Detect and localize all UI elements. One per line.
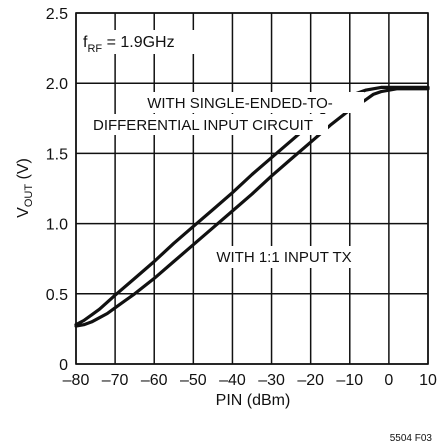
x-tick-label: –30 — [258, 372, 285, 389]
y-axis-label-sub: OUT — [23, 184, 35, 208]
frequency-sub: RF — [87, 43, 102, 55]
lower-label-bg — [206, 246, 362, 268]
frequency-main: f — [83, 34, 88, 51]
plot-frame — [75, 12, 429, 365]
x-axis-label: PIN (dBm) — [216, 392, 291, 409]
grid-lines — [75, 12, 429, 365]
y-tick-label: 0 — [59, 357, 68, 374]
x-tick-label: –80 — [63, 372, 90, 389]
x-tick-label: 10 — [419, 372, 437, 389]
upper-label-line-2: DIFFERENTIAL INPUT CIRCUIT — [93, 117, 313, 134]
y-tick-label: 1.5 — [46, 146, 68, 163]
y-tick-label: 2.0 — [46, 76, 68, 93]
frequency-annotation: fRF = 1.9GHz — [83, 34, 175, 55]
x-tick-label: –50 — [180, 372, 207, 389]
series-line-2 — [74, 87, 430, 328]
y-tick-label: 1.0 — [46, 217, 68, 234]
y-axis-label-main: V — [15, 207, 32, 218]
x-tick-label: –10 — [336, 372, 363, 389]
x-tick-labels: –80 –70 –60 –50 –40 –30 –20 –10 0 10 — [63, 372, 437, 389]
x-tick-label: –20 — [297, 372, 324, 389]
series-line-1 — [74, 85, 430, 327]
y-axis-label-unit: (V) — [15, 158, 32, 184]
upper-label-line-1: WITH SINGLE-ENDED-TO- — [147, 95, 333, 112]
x-tick-label: 0 — [384, 372, 393, 389]
y-tick-labels: 0 0.5 1.0 1.5 2.0 2.5 — [46, 6, 68, 374]
y-axis-label: VOUT (V) — [15, 158, 35, 218]
upper-label-bg-1 — [118, 92, 364, 113]
y-tick-label: 2.5 — [46, 6, 68, 23]
y-tick-label: 0.5 — [46, 287, 68, 304]
upper-label-bg-2 — [80, 114, 328, 135]
curves — [74, 85, 430, 328]
frequency-annotation-bg — [80, 30, 214, 54]
figure-id: 5504 F03 — [390, 433, 433, 444]
x-tick-label: –70 — [102, 372, 129, 389]
x-tick-label: –60 — [141, 372, 168, 389]
lower-label: WITH 1:1 INPUT TX — [216, 249, 351, 266]
x-tick-label: –40 — [219, 372, 246, 389]
frequency-value: = 1.9GHz — [102, 34, 174, 51]
